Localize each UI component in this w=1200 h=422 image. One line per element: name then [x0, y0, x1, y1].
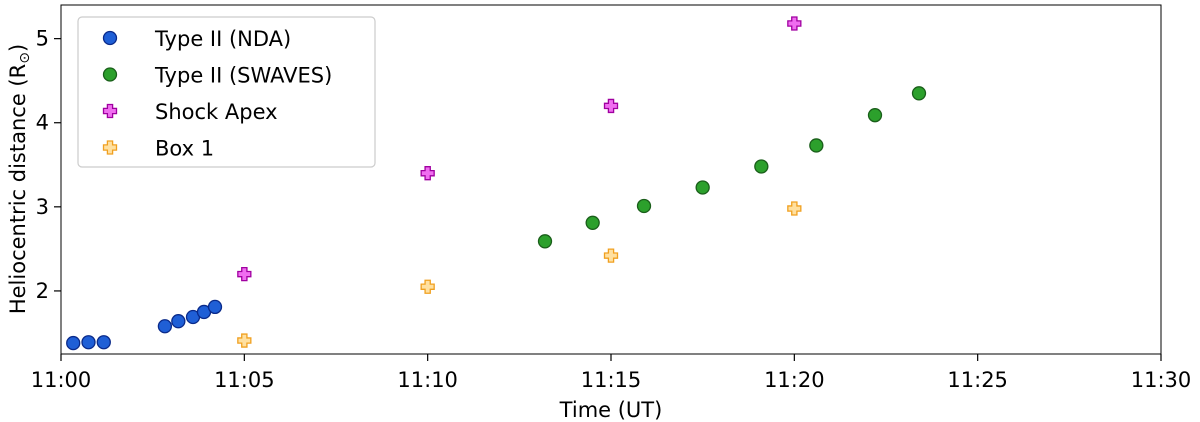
data-point-type-ii-nda — [171, 314, 186, 329]
data-point-type-ii-nda — [157, 319, 173, 334]
legend-label: Box 1 — [155, 137, 214, 161]
data-point-type-ii-swaves — [754, 159, 769, 174]
data-point-type-ii-nda — [66, 335, 81, 351]
data-point-type-ii-nda — [81, 335, 96, 350]
x-tick-label: 11:15 — [581, 368, 642, 392]
data-point-box-1 — [787, 201, 802, 216]
x-axis-label: Time (UT) — [559, 398, 663, 422]
data-point-box-1 — [420, 279, 435, 294]
data-point-type-ii-swaves — [585, 215, 600, 230]
data-point-shock-apex — [420, 166, 435, 181]
data-point-type-ii-swaves — [695, 180, 710, 195]
y-tick-label: 5 — [36, 27, 49, 51]
data-points — [66, 16, 927, 351]
data-point-type-ii-swaves — [867, 108, 883, 123]
x-tick-label: 11:05 — [214, 368, 275, 392]
y-tick-label: 4 — [36, 111, 49, 135]
legend-label: Shock Apex — [155, 100, 278, 124]
x-axis: 11:00 11:05 11:10 11:15 11:20 11:25 11:30 — [31, 354, 1192, 392]
x-tick-label: 11:25 — [947, 368, 1008, 392]
data-point-type-ii-nda — [96, 335, 111, 350]
legend: Type II (NDA) Type II (SWAVES) Shock Apex B… — [77, 16, 376, 168]
legend-marker — [102, 30, 118, 46]
x-tick-label: 11:10 — [397, 368, 458, 392]
data-point-shock-apex — [237, 266, 252, 282]
x-tick-label: 11:00 — [31, 368, 92, 392]
data-point-box-1 — [603, 248, 619, 263]
legend-label: Type II (NDA) — [154, 27, 291, 51]
y-axis: 2 3 4 5 — [36, 27, 61, 303]
legend-label: Type II (SWAVES) — [154, 64, 332, 88]
data-point-shock-apex — [787, 16, 802, 31]
data-point-type-ii-swaves — [809, 138, 824, 153]
x-tick-label: 11:30 — [1131, 368, 1192, 392]
y-tick-label: 2 — [36, 279, 49, 303]
data-point-type-ii-swaves — [911, 86, 927, 101]
legend-marker — [102, 67, 118, 82]
x-tick-label: 11:20 — [764, 368, 825, 392]
legend-marker — [102, 103, 118, 119]
data-point-type-ii-swaves — [636, 198, 652, 214]
data-point-type-ii-swaves — [537, 234, 553, 249]
data-point-type-ii-nda — [207, 299, 223, 315]
y-axis-label: Heliocentric distance (R⊙) — [6, 44, 33, 314]
y-tick-label: 3 — [36, 195, 49, 219]
legend-marker — [102, 140, 118, 155]
data-point-shock-apex — [603, 98, 619, 114]
legend-frame — [77, 16, 376, 168]
y-axis-label-sun-symbol: ⊙ — [17, 52, 33, 64]
data-point-box-1 — [237, 333, 252, 348]
